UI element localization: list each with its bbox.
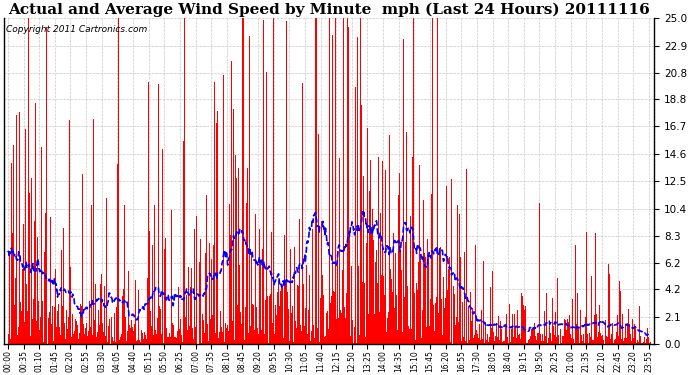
Text: Copyright 2011 Cartronics.com: Copyright 2011 Cartronics.com — [6, 25, 147, 34]
Title: Actual and Average Wind Speed by Minute  mph (Last 24 Hours) 20111116: Actual and Average Wind Speed by Minute … — [8, 3, 650, 17]
